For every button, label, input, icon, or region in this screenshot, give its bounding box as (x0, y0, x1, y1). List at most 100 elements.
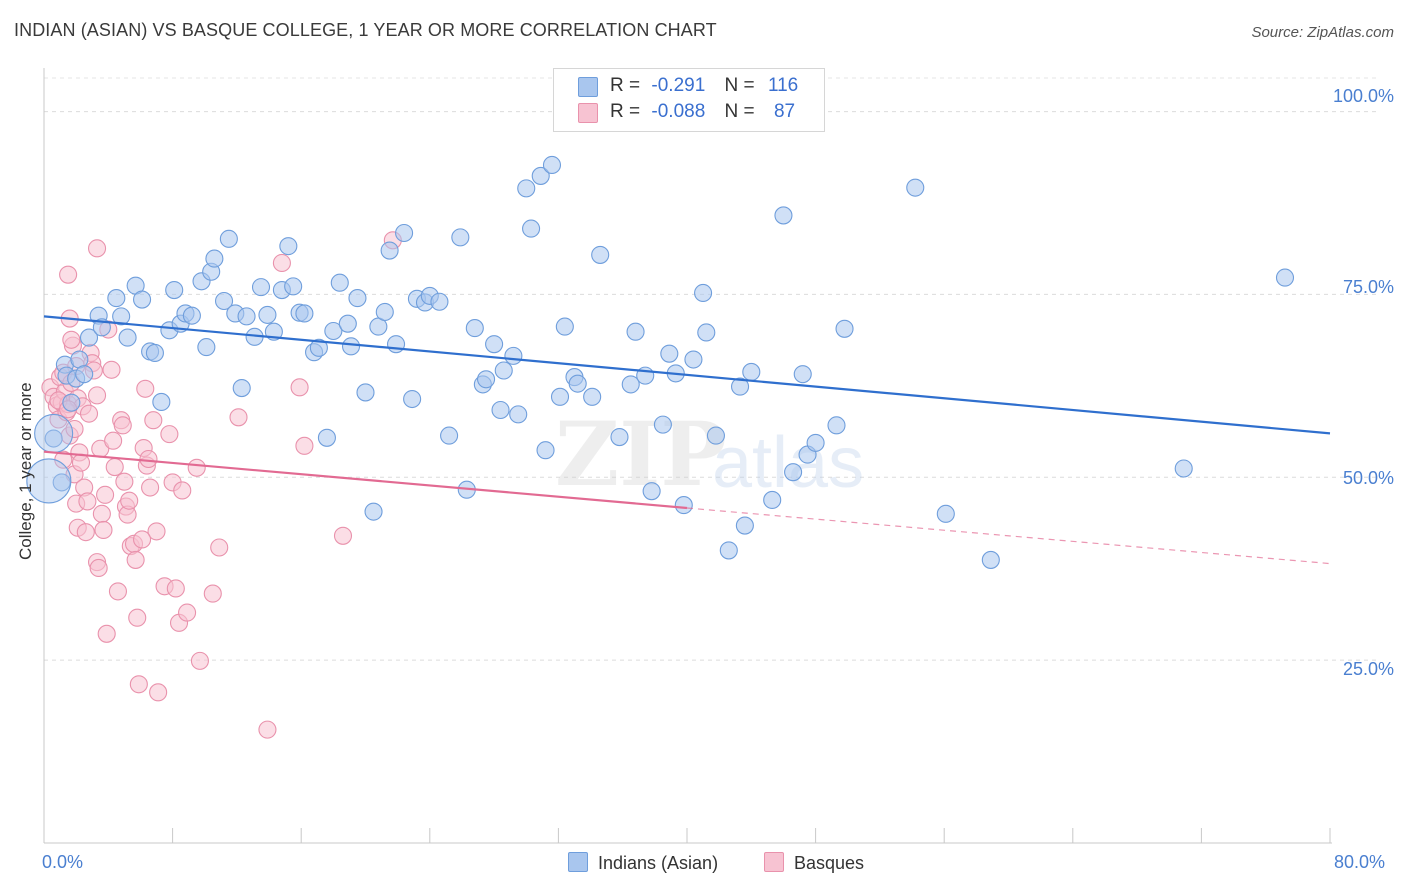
indian-point (338, 314, 357, 333)
indian-point (522, 219, 541, 238)
indian-point (485, 335, 504, 354)
basque-point (136, 379, 155, 398)
basque-point (62, 330, 81, 349)
basque-point (190, 651, 209, 670)
basque-point (144, 411, 163, 430)
indian-point (531, 166, 550, 185)
basque-point (79, 404, 99, 423)
legend-n-label: N = (724, 101, 755, 122)
watermark: ZIP atlas (555, 402, 864, 506)
indian-point (380, 241, 399, 260)
indian-point (610, 428, 629, 447)
indian-point (730, 377, 750, 396)
basque-point (96, 485, 115, 504)
basque-point (187, 458, 206, 477)
basque-point (133, 530, 152, 549)
bottom-legend-indians: Indians (Asian) (568, 852, 718, 874)
basque-point (173, 481, 192, 500)
indian-point (774, 206, 793, 225)
indian-point (626, 322, 645, 341)
indian-point (451, 228, 470, 247)
basque-point (290, 378, 309, 397)
indian-point (653, 415, 672, 434)
basque-point (139, 449, 158, 469)
y-axis-label: College, 1 year or more (16, 382, 35, 560)
bottom-legend-swatch-indians (568, 852, 588, 872)
indian-point (182, 306, 201, 325)
indian-point (660, 344, 679, 363)
indian-point (719, 541, 738, 560)
indian-point (197, 338, 216, 357)
basque-trendline (43, 450, 688, 510)
indian-point (165, 280, 184, 300)
indian-point (52, 473, 71, 492)
indian-point (827, 416, 846, 435)
basque-point (128, 608, 147, 627)
legend-swatch-basques (578, 103, 598, 123)
indian-point (152, 392, 171, 411)
indian-point (517, 179, 536, 198)
basque-point (87, 239, 107, 258)
indian-point (697, 323, 716, 342)
indian-point (133, 290, 152, 309)
basque-point (120, 491, 139, 510)
indian-point (568, 374, 587, 393)
basque-point (210, 538, 229, 557)
basque-point (272, 253, 291, 273)
indian-point (403, 389, 422, 409)
legend-n-value: 87 (773, 101, 796, 122)
indian-point (309, 338, 328, 357)
indian-point (348, 289, 367, 308)
indian-point (107, 289, 126, 308)
indian-point (504, 346, 523, 365)
basque-point (295, 436, 314, 455)
indian-point (317, 428, 336, 447)
y-tick-label: 75.0% (1342, 277, 1394, 297)
indian-point (364, 502, 383, 521)
stats-legend: R = -0.291 N = 116 R = -0.088 N = 87 (553, 68, 825, 132)
legend-r-value: -0.088 (651, 101, 706, 122)
indian-point (806, 433, 825, 452)
indian-point (440, 426, 459, 445)
indian-point (118, 328, 137, 347)
indian-point (395, 223, 414, 243)
gridlines (44, 77, 1380, 661)
basque-point (97, 624, 116, 643)
basque-point (113, 416, 132, 435)
basque-point (141, 478, 160, 497)
indian-point (906, 178, 925, 197)
indian-point (763, 490, 782, 510)
indian-point (356, 383, 375, 402)
indian-point (44, 429, 63, 448)
indian-point (642, 482, 661, 501)
indian-point (237, 307, 256, 326)
indian-point (145, 343, 164, 362)
x-tick-label: 80.0% (1334, 852, 1386, 872)
bottom-legend-basques: Basques (764, 852, 864, 874)
basque-points (41, 231, 402, 739)
basque-point (126, 550, 145, 569)
indian-point-large (34, 413, 74, 453)
basque-point (129, 675, 148, 694)
indian-point (477, 370, 496, 389)
indian-point (279, 237, 298, 256)
axes (43, 68, 1332, 844)
trendlines (43, 315, 1331, 565)
indian-point (205, 249, 224, 268)
legend-text: R = -0.088 N = 87 (610, 101, 795, 123)
indian-point (284, 277, 303, 296)
x-tick-label: 0.0% (42, 852, 84, 872)
legend-r-label: R = (610, 75, 641, 96)
indian-point (509, 405, 528, 424)
basque-point (102, 360, 121, 379)
indian-point (735, 516, 754, 535)
basque-point (71, 453, 91, 472)
basque-point (59, 265, 78, 284)
legend-text: R = -0.291 N = 116 (610, 75, 798, 97)
indian-points (26, 155, 1295, 569)
y-tick-label: 50.0% (1342, 468, 1394, 488)
indian-point (465, 319, 484, 338)
indian-point (62, 393, 81, 412)
chart-title: INDIAN (ASIAN) VS BASQUE COLLEGE, 1 YEAR… (14, 20, 717, 40)
